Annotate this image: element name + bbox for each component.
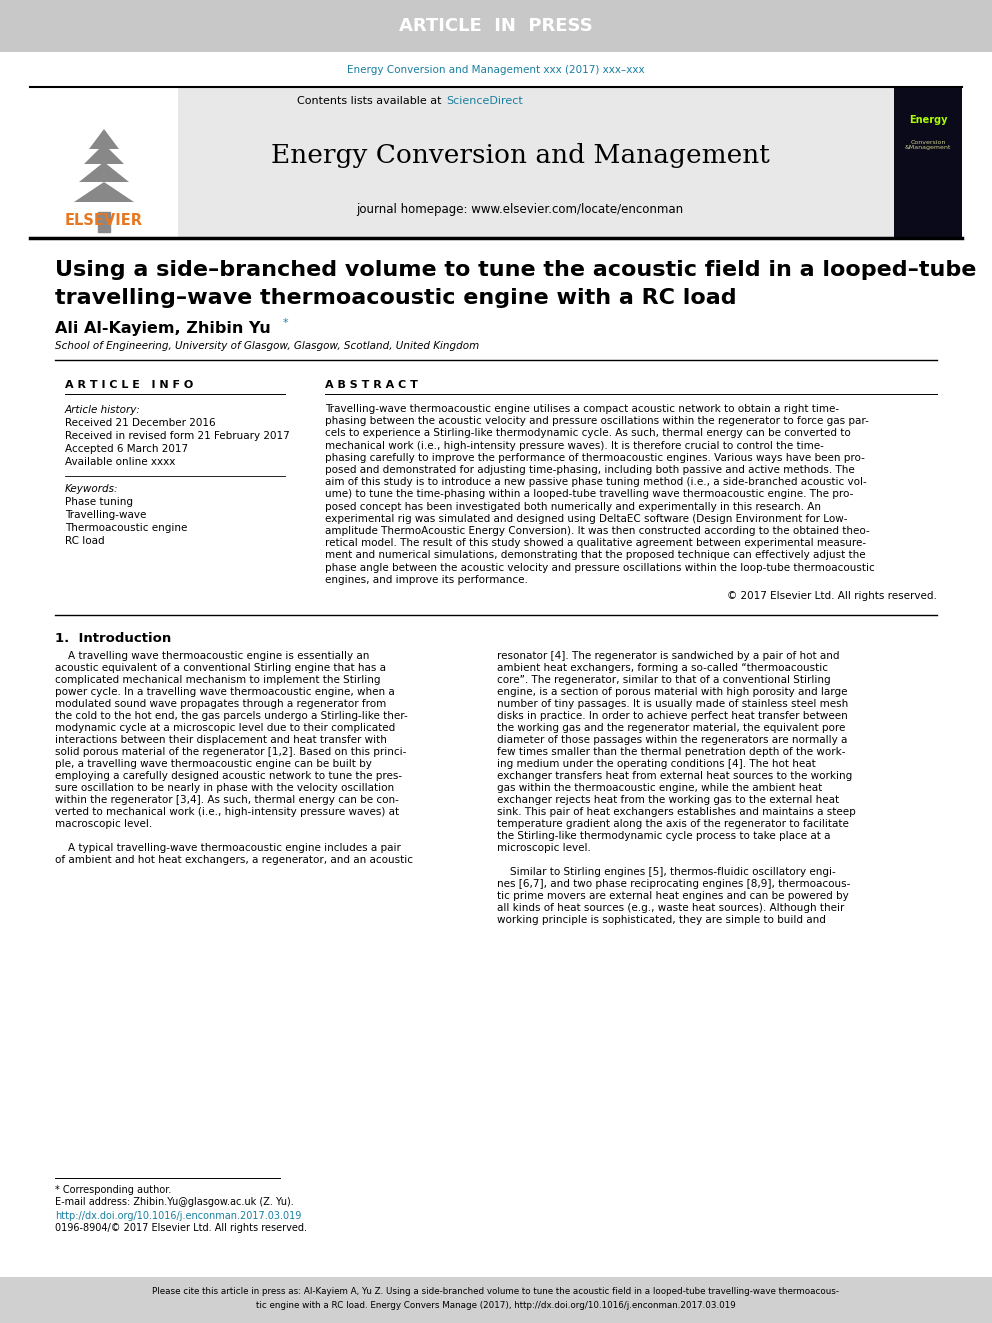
Text: of ambient and hot heat exchangers, a regenerator, and an acoustic: of ambient and hot heat exchangers, a re…	[55, 855, 413, 865]
Text: ambient heat exchangers, forming a so-called “thermoacoustic: ambient heat exchangers, forming a so-ca…	[497, 663, 828, 673]
Text: http://dx.doi.org/10.1016/j.enconman.2017.03.019: http://dx.doi.org/10.1016/j.enconman.201…	[55, 1211, 302, 1221]
Text: Energy Conversion and Management: Energy Conversion and Management	[271, 143, 770, 168]
Text: phase angle between the acoustic velocity and pressure oscillations within the l: phase angle between the acoustic velocit…	[325, 562, 875, 573]
Text: temperature gradient along the axis of the regenerator to facilitate: temperature gradient along the axis of t…	[497, 819, 849, 830]
Text: Travelling-wave thermoacoustic engine utilises a compact acoustic network to obt: Travelling-wave thermoacoustic engine ut…	[325, 404, 839, 414]
Text: verted to mechanical work (i.e., high-intensity pressure waves) at: verted to mechanical work (i.e., high-in…	[55, 807, 399, 818]
Polygon shape	[84, 144, 124, 164]
Text: Keywords:: Keywords:	[65, 484, 118, 493]
Text: A typical travelling-wave thermoacoustic engine includes a pair: A typical travelling-wave thermoacoustic…	[55, 843, 401, 853]
Text: © 2017 Elsevier Ltd. All rights reserved.: © 2017 Elsevier Ltd. All rights reserved…	[727, 591, 937, 601]
Text: number of tiny passages. It is usually made of stainless steel mesh: number of tiny passages. It is usually m…	[497, 699, 848, 709]
Text: employing a carefully designed acoustic network to tune the pres-: employing a carefully designed acoustic …	[55, 771, 402, 781]
Text: Similar to Stirling engines [5], thermos-fluidic oscillatory engi-: Similar to Stirling engines [5], thermos…	[497, 867, 835, 877]
Text: ple, a travelling wave thermoacoustic engine can be built by: ple, a travelling wave thermoacoustic en…	[55, 759, 372, 769]
Text: the working gas and the regenerator material, the equivalent pore: the working gas and the regenerator mate…	[497, 722, 845, 733]
Text: the cold to the hot end, the gas parcels undergo a Stirling-like ther-: the cold to the hot end, the gas parcels…	[55, 710, 408, 721]
Text: ume) to tune the time-phasing within a looped-tube travelling wave thermoacousti: ume) to tune the time-phasing within a l…	[325, 490, 853, 499]
Text: tic prime movers are external heat engines and can be powered by: tic prime movers are external heat engin…	[497, 890, 849, 901]
Text: modynamic cycle at a microscopic level due to their complicated: modynamic cycle at a microscopic level d…	[55, 722, 395, 733]
Text: Please cite this article in press as: Al-Kayiem A, Yu Z. Using a side-branched v: Please cite this article in press as: Al…	[153, 1287, 839, 1297]
Polygon shape	[74, 183, 134, 202]
Text: Accepted 6 March 2017: Accepted 6 March 2017	[65, 445, 188, 454]
Text: Conversion
&Management: Conversion &Management	[905, 140, 951, 151]
Text: nes [6,7], and two phase reciprocating engines [8,9], thermoacous-: nes [6,7], and two phase reciprocating e…	[497, 878, 850, 889]
Text: cels to experience a Stirling-like thermodynamic cycle. As such, thermal energy : cels to experience a Stirling-like therm…	[325, 429, 851, 438]
Text: sink. This pair of heat exchangers establishes and maintains a steep: sink. This pair of heat exchangers estab…	[497, 807, 856, 818]
Text: retical model. The result of this study showed a qualitative agreement between e: retical model. The result of this study …	[325, 538, 866, 548]
Text: ScienceDirect: ScienceDirect	[446, 97, 523, 106]
Text: ELSEVIER: ELSEVIER	[65, 213, 143, 228]
Text: engine, is a section of porous material with high porosity and large: engine, is a section of porous material …	[497, 687, 847, 697]
Text: Available online xxxx: Available online xxxx	[65, 456, 176, 467]
Text: interactions between their displacement and heat transfer with: interactions between their displacement …	[55, 736, 387, 745]
Text: *: *	[283, 318, 289, 328]
Text: Received 21 December 2016: Received 21 December 2016	[65, 418, 215, 429]
Text: complicated mechanical mechanism to implement the Stirling: complicated mechanical mechanism to impl…	[55, 675, 381, 685]
Polygon shape	[79, 161, 129, 183]
Text: 1.  Introduction: 1. Introduction	[55, 631, 172, 644]
Text: Received in revised form 21 February 2017: Received in revised form 21 February 201…	[65, 431, 290, 441]
Text: exchanger rejects heat from the working gas to the external heat: exchanger rejects heat from the working …	[497, 795, 839, 804]
Text: posed concept has been investigated both numerically and experimentally in this : posed concept has been investigated both…	[325, 501, 821, 512]
Text: core”. The regenerator, similar to that of a conventional Stirling: core”. The regenerator, similar to that …	[497, 675, 830, 685]
Text: 0196-8904/© 2017 Elsevier Ltd. All rights reserved.: 0196-8904/© 2017 Elsevier Ltd. All right…	[55, 1222, 307, 1233]
Text: resonator [4]. The regenerator is sandwiched by a pair of hot and: resonator [4]. The regenerator is sandwi…	[497, 651, 839, 662]
FancyBboxPatch shape	[0, 0, 992, 52]
Text: ment and numerical simulations, demonstrating that the proposed technique can ef: ment and numerical simulations, demonstr…	[325, 550, 866, 561]
Text: phasing between the acoustic velocity and pressure oscillations within the regen: phasing between the acoustic velocity an…	[325, 417, 869, 426]
Text: tic engine with a RC load. Energy Convers Manage (2017), http://dx.doi.org/10.10: tic engine with a RC load. Energy Conver…	[256, 1302, 736, 1311]
FancyBboxPatch shape	[30, 87, 894, 237]
Text: ing medium under the operating conditions [4]. The hot heat: ing medium under the operating condition…	[497, 759, 815, 769]
Text: phasing carefully to improve the performance of thermoacoustic engines. Various : phasing carefully to improve the perform…	[325, 452, 865, 463]
FancyBboxPatch shape	[894, 87, 962, 237]
Text: the Stirling-like thermodynamic cycle process to take place at a: the Stirling-like thermodynamic cycle pr…	[497, 831, 830, 841]
Text: modulated sound wave propagates through a regenerator from: modulated sound wave propagates through …	[55, 699, 386, 709]
Text: working principle is sophisticated, they are simple to build and: working principle is sophisticated, they…	[497, 916, 826, 925]
Text: exchanger transfers heat from external heat sources to the working: exchanger transfers heat from external h…	[497, 771, 852, 781]
Text: all kinds of heat sources (e.g., waste heat sources). Although their: all kinds of heat sources (e.g., waste h…	[497, 904, 844, 913]
Text: * Corresponding author.: * Corresponding author.	[55, 1185, 172, 1195]
Text: School of Engineering, University of Glasgow, Glasgow, Scotland, United Kingdom: School of Engineering, University of Gla…	[55, 341, 479, 351]
Bar	[98, 212, 110, 232]
Text: sure oscillation to be nearly in phase with the velocity oscillation: sure oscillation to be nearly in phase w…	[55, 783, 394, 792]
Text: aim of this study is to introduce a new passive phase tuning method (i.e., a sid: aim of this study is to introduce a new …	[325, 478, 867, 487]
Polygon shape	[89, 130, 119, 149]
Text: Article history:: Article history:	[65, 405, 141, 415]
Text: A R T I C L E   I N F O: A R T I C L E I N F O	[65, 380, 193, 390]
Text: Energy: Energy	[909, 115, 947, 124]
Text: engines, and improve its performance.: engines, and improve its performance.	[325, 574, 528, 585]
Text: solid porous material of the regenerator [1,2]. Based on this princi-: solid porous material of the regenerator…	[55, 747, 407, 757]
Text: Contents lists available at: Contents lists available at	[297, 97, 445, 106]
Text: disks in practice. In order to achieve perfect heat transfer between: disks in practice. In order to achieve p…	[497, 710, 848, 721]
Text: diameter of those passages within the regenerators are normally a: diameter of those passages within the re…	[497, 736, 847, 745]
Text: gas within the thermoacoustic engine, while the ambient heat: gas within the thermoacoustic engine, wh…	[497, 783, 822, 792]
Text: posed and demonstrated for adjusting time-phasing, including both passive and ac: posed and demonstrated for adjusting tim…	[325, 464, 855, 475]
Text: Ali Al-Kayiem, Zhibin Yu: Ali Al-Kayiem, Zhibin Yu	[55, 320, 271, 336]
Text: RC load: RC load	[65, 536, 104, 546]
Text: Travelling-wave: Travelling-wave	[65, 509, 147, 520]
Text: microscopic level.: microscopic level.	[497, 843, 591, 853]
Text: travelling–wave thermoacoustic engine with a RC load: travelling–wave thermoacoustic engine wi…	[55, 288, 737, 308]
Text: journal homepage: www.elsevier.com/locate/enconman: journal homepage: www.elsevier.com/locat…	[356, 204, 683, 217]
Text: A travelling wave thermoacoustic engine is essentially an: A travelling wave thermoacoustic engine …	[55, 651, 369, 662]
Text: Thermoacoustic engine: Thermoacoustic engine	[65, 523, 187, 533]
Text: mechanical work (i.e., high-intensity pressure waves). It is therefore crucial t: mechanical work (i.e., high-intensity pr…	[325, 441, 824, 451]
FancyBboxPatch shape	[30, 87, 178, 237]
Text: Phase tuning: Phase tuning	[65, 497, 133, 507]
Text: Using a side–branched volume to tune the acoustic field in a looped–tube: Using a side–branched volume to tune the…	[55, 261, 976, 280]
Text: Energy Conversion and Management xxx (2017) xxx–xxx: Energy Conversion and Management xxx (20…	[347, 65, 645, 75]
FancyBboxPatch shape	[0, 1277, 992, 1323]
Text: macroscopic level.: macroscopic level.	[55, 819, 152, 830]
Text: ARTICLE  IN  PRESS: ARTICLE IN PRESS	[399, 17, 593, 34]
Text: within the regenerator [3,4]. As such, thermal energy can be con-: within the regenerator [3,4]. As such, t…	[55, 795, 399, 804]
Text: experimental rig was simulated and designed using DeltaEC software (Design Envir: experimental rig was simulated and desig…	[325, 513, 847, 524]
Text: acoustic equivalent of a conventional Stirling engine that has a: acoustic equivalent of a conventional St…	[55, 663, 386, 673]
Text: few times smaller than the thermal penetration depth of the work-: few times smaller than the thermal penet…	[497, 747, 845, 757]
Text: A B S T R A C T: A B S T R A C T	[325, 380, 418, 390]
Text: amplitude ThermoAcoustic Energy Conversion). It was then constructed according t: amplitude ThermoAcoustic Energy Conversi…	[325, 527, 870, 536]
Text: power cycle. In a travelling wave thermoacoustic engine, when a: power cycle. In a travelling wave thermo…	[55, 687, 395, 697]
Text: E-mail address: Zhibin.Yu@glasgow.ac.uk (Z. Yu).: E-mail address: Zhibin.Yu@glasgow.ac.uk …	[55, 1197, 294, 1207]
